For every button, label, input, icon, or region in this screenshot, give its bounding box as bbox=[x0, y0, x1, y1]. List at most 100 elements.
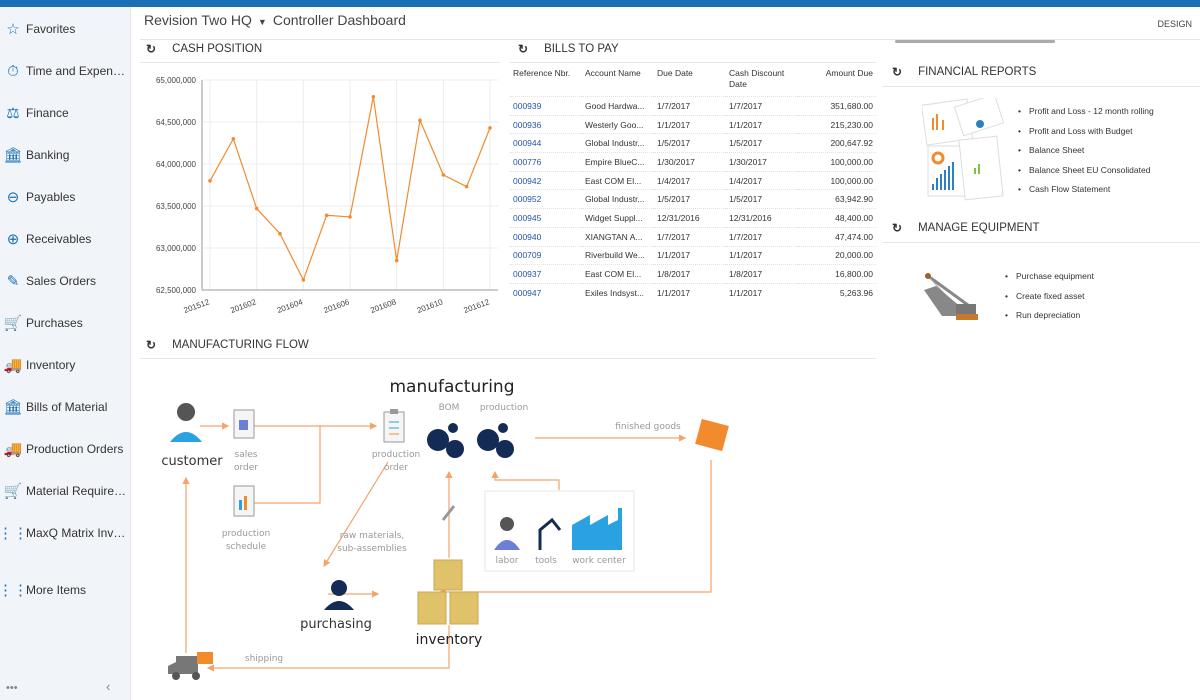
sidebar-item-bills-of-material[interactable]: 🏛 Bills of Material bbox=[0, 393, 131, 421]
cash-position-header: ↻ CASH POSITION bbox=[146, 42, 262, 56]
table-row[interactable]: 000776 Empire BlueC... 1/30/2017 1/30/2017 1… bbox=[510, 152, 876, 172]
reference-link[interactable]: 000944 bbox=[510, 133, 582, 153]
report-link[interactable]: Run depreciation bbox=[1005, 310, 1094, 330]
cash-discount-date: 1/1/2017 bbox=[726, 245, 798, 265]
panel-title: FINANCIAL REPORTS bbox=[918, 66, 1037, 78]
reference-nbr-link[interactable]: 000942 bbox=[513, 175, 542, 186]
reference-link[interactable]: 000947 bbox=[510, 282, 582, 303]
data-point[interactable] bbox=[394, 258, 399, 263]
reference-nbr-link[interactable]: 000939 bbox=[513, 100, 542, 111]
table-row[interactable]: 000937 East COM El... 1/8/2017 1/8/2017 16,8… bbox=[510, 264, 876, 284]
reference-link[interactable]: 000939 bbox=[510, 96, 582, 116]
report-link[interactable]: Profit and Loss - 12 month rolling bbox=[1018, 106, 1154, 126]
sidebar-item-receivables[interactable]: ⊕ Receivables bbox=[0, 225, 131, 253]
report-link[interactable]: Balance Sheet EU Consolidated bbox=[1018, 165, 1154, 185]
refresh-icon[interactable]: ↻ bbox=[518, 42, 529, 56]
account-name: Widget Suppl... bbox=[582, 208, 654, 228]
more-options-icon[interactable]: ••• bbox=[6, 682, 18, 694]
table-row[interactable]: 000942 East COM El... 1/4/2017 1/4/2017 100,… bbox=[510, 170, 876, 190]
refresh-icon[interactable]: ↻ bbox=[892, 65, 903, 79]
data-point[interactable] bbox=[278, 231, 282, 236]
reference-link[interactable]: 000709 bbox=[510, 245, 582, 265]
data-point[interactable] bbox=[371, 95, 376, 99]
caret-down-icon[interactable]: ▼ bbox=[257, 17, 267, 27]
column-header[interactable]: Reference Nbr. bbox=[513, 68, 571, 78]
collapse-sidebar-button[interactable]: ‹ bbox=[106, 679, 111, 694]
report-link[interactable]: Profit and Loss with Budget bbox=[1018, 126, 1154, 146]
reference-nbr-link[interactable]: 000936 bbox=[513, 119, 542, 130]
data-point[interactable] bbox=[301, 278, 306, 282]
reference-link[interactable]: 000945 bbox=[510, 208, 582, 228]
reference-nbr-link[interactable]: 000776 bbox=[513, 156, 542, 167]
column-header[interactable]: Amount Due bbox=[825, 68, 873, 78]
production-order-label: order bbox=[384, 463, 408, 473]
sidebar-item-purchases[interactable]: 🛒 Purchases bbox=[0, 309, 131, 337]
reference-nbr-link[interactable]: 000940 bbox=[513, 231, 542, 242]
table-row[interactable]: 000940 XIANGTAN A... 1/7/2017 1/7/2017 47,47… bbox=[510, 226, 876, 246]
cash-discount-date: 1/30/2017 bbox=[726, 152, 798, 172]
cash-discount-date: 1/4/2017 bbox=[726, 170, 798, 190]
sidebar-item-maxq-matrix-invent[interactable]: ⋮⋮ MaxQ Matrix Invent... bbox=[0, 519, 131, 547]
data-point[interactable] bbox=[231, 137, 236, 141]
table-row[interactable]: 000944 Global Industr... 1/5/2017 1/5/2017 2… bbox=[510, 133, 876, 153]
reference-nbr-link[interactable]: 000937 bbox=[513, 269, 542, 280]
report-link[interactable]: Cash Flow Statement bbox=[1018, 184, 1154, 204]
report-link[interactable]: Purchase equipment bbox=[1005, 271, 1094, 291]
reference-link[interactable]: 000952 bbox=[510, 189, 582, 209]
data-point[interactable] bbox=[348, 215, 352, 219]
amount-due: 100,000.00 bbox=[798, 152, 876, 172]
table-row[interactable]: 000936 Westerly Goo... 1/1/2017 1/1/2017 215… bbox=[510, 114, 876, 134]
production-schedule-label: schedule bbox=[226, 542, 267, 552]
refresh-icon[interactable]: ↻ bbox=[146, 338, 157, 352]
sidebar-item-sales-orders[interactable]: ✎ Sales Orders bbox=[0, 267, 131, 295]
table-row[interactable]: 000709 Riverbuild We... 1/1/2017 1/1/2017 20… bbox=[510, 245, 876, 265]
data-point[interactable] bbox=[488, 126, 492, 130]
data-point[interactable] bbox=[418, 118, 422, 123]
horizontal-scrollbar[interactable] bbox=[895, 40, 1055, 43]
manage-equipment-header: ↻ MANAGE EQUIPMENT bbox=[892, 221, 1039, 235]
reference-link[interactable]: 000940 bbox=[510, 226, 582, 246]
report-link[interactable]: Create fixed asset bbox=[1005, 291, 1094, 311]
column-header[interactable]: Cash Discount Date bbox=[729, 68, 785, 89]
reference-nbr-link[interactable]: 000709 bbox=[513, 250, 542, 261]
amount-due: 200,647.92 bbox=[798, 133, 876, 153]
finished-goods-label: finished goods bbox=[615, 422, 681, 432]
package-icon bbox=[695, 418, 729, 452]
table-row[interactable]: 000952 Global Industr... 1/5/2017 1/5/2017 6… bbox=[510, 189, 876, 209]
reference-link[interactable]: 000776 bbox=[510, 152, 582, 172]
data-point[interactable] bbox=[254, 206, 259, 211]
sidebar-item-finance[interactable]: ⚖ Finance bbox=[0, 99, 131, 127]
sidebar-item-time-and-expenses[interactable]: ⏱ Time and Expenses bbox=[0, 57, 131, 85]
refresh-icon[interactable]: ↻ bbox=[146, 42, 157, 56]
column-header[interactable]: Due Date bbox=[657, 68, 693, 78]
account-name: Riverbuild We... bbox=[582, 245, 654, 265]
reference-nbr-link[interactable]: 000952 bbox=[513, 194, 542, 205]
table-row[interactable]: 000947 Exiles Indsyst... 1/1/2017 1/1/2017 5… bbox=[510, 282, 876, 303]
table-row[interactable]: 000939 Good Hardwa... 1/7/2017 1/7/2017 351,… bbox=[510, 96, 876, 116]
reference-nbr-link[interactable]: 000944 bbox=[513, 138, 542, 149]
design-button[interactable]: DESIGN bbox=[1157, 19, 1192, 29]
data-point[interactable] bbox=[464, 184, 469, 189]
sidebar-item-favorites[interactable]: ☆ Favorites bbox=[0, 15, 131, 43]
sidebar-item-inventory[interactable]: 🚚 Inventory bbox=[0, 351, 131, 379]
sidebar-item-material-requirem[interactable]: 🛒 Material Requirem... bbox=[0, 477, 131, 505]
sidebar-item-production-orders[interactable]: 🚚 Production Orders bbox=[0, 435, 131, 463]
column-header[interactable]: Account Name bbox=[585, 68, 641, 78]
tools-label: tools bbox=[535, 556, 557, 566]
sidebar-item-banking[interactable]: 🏛 Banking bbox=[0, 141, 131, 169]
data-point[interactable] bbox=[324, 213, 329, 218]
data-point[interactable] bbox=[208, 179, 212, 183]
table-row[interactable]: 000945 Widget Suppl... 12/31/2016 12/31/201… bbox=[510, 208, 876, 228]
report-link[interactable]: Balance Sheet bbox=[1018, 145, 1154, 165]
sidebar-item-more-items[interactable]: ⋮⋮ More Items bbox=[0, 576, 131, 604]
sidebar-item-payables[interactable]: ⊖ Payables bbox=[0, 183, 131, 211]
amount-due: 351,680.00 bbox=[798, 96, 876, 116]
reference-nbr-link[interactable]: 000945 bbox=[513, 212, 542, 223]
reference-nbr-link[interactable]: 000947 bbox=[513, 287, 542, 298]
data-point[interactable] bbox=[441, 173, 446, 177]
reference-link[interactable]: 000936 bbox=[510, 114, 582, 134]
reference-link[interactable]: 000937 bbox=[510, 264, 582, 284]
reference-link[interactable]: 000942 bbox=[510, 170, 582, 190]
company-selector[interactable]: Revision Two HQ bbox=[144, 12, 252, 28]
refresh-icon[interactable]: ↻ bbox=[892, 221, 903, 235]
